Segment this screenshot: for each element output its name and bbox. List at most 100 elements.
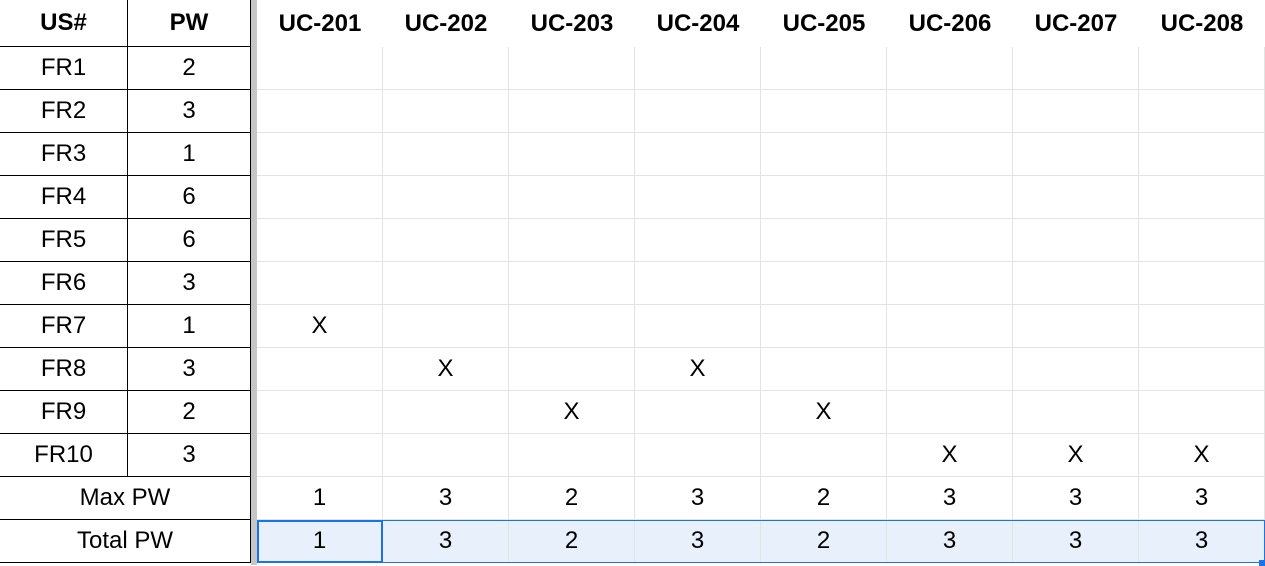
trace-mark-cell[interactable] bbox=[1013, 133, 1139, 176]
trace-mark-cell[interactable] bbox=[509, 348, 635, 391]
trace-mark-cell[interactable] bbox=[761, 176, 887, 219]
trace-mark-cell[interactable] bbox=[887, 90, 1013, 133]
requirement-id-cell[interactable]: FR5 bbox=[0, 219, 128, 262]
trace-mark-cell[interactable] bbox=[509, 305, 635, 348]
trace-mark-cell[interactable] bbox=[761, 348, 887, 391]
trace-mark-cell[interactable] bbox=[383, 133, 509, 176]
summary-value-cell[interactable]: 3 bbox=[1139, 477, 1265, 520]
priority-weight-cell[interactable]: 6 bbox=[128, 176, 251, 219]
trace-mark-cell[interactable] bbox=[1013, 90, 1139, 133]
summary-value-cell[interactable]: 1 bbox=[257, 477, 383, 520]
priority-weight-cell[interactable]: 3 bbox=[128, 90, 251, 133]
trace-mark-cell[interactable]: X bbox=[887, 434, 1013, 477]
trace-mark-cell[interactable] bbox=[887, 47, 1013, 90]
priority-weight-cell[interactable]: 1 bbox=[128, 305, 251, 348]
requirement-id-cell[interactable]: FR8 bbox=[0, 348, 128, 391]
trace-mark-cell[interactable] bbox=[635, 133, 761, 176]
header-pw-cell[interactable]: PW bbox=[128, 0, 251, 47]
summary-value-cell[interactable]: 2 bbox=[509, 520, 635, 563]
trace-mark-cell[interactable] bbox=[257, 219, 383, 262]
header-col-uc-204[interactable]: UC-204 bbox=[656, 9, 740, 37]
trace-mark-cell[interactable] bbox=[887, 133, 1013, 176]
summary-value-cell[interactable]: 3 bbox=[383, 520, 509, 563]
trace-mark-cell[interactable] bbox=[887, 348, 1013, 391]
trace-mark-cell[interactable] bbox=[383, 176, 509, 219]
trace-mark-cell[interactable] bbox=[257, 434, 383, 477]
trace-mark-cell[interactable] bbox=[383, 90, 509, 133]
trace-mark-cell[interactable] bbox=[257, 90, 383, 133]
trace-mark-cell[interactable]: X bbox=[761, 391, 887, 434]
summary-value-cell[interactable]: 3 bbox=[1013, 520, 1139, 563]
trace-mark-cell[interactable] bbox=[887, 219, 1013, 262]
trace-mark-cell[interactable] bbox=[761, 219, 887, 262]
header-col-uc-201[interactable]: UC-201 bbox=[278, 9, 362, 37]
header-col-uc-203[interactable]: UC-203 bbox=[530, 9, 614, 37]
header-col-uc-205[interactable]: UC-205 bbox=[782, 9, 866, 37]
summary-value-cell[interactable]: 3 bbox=[635, 477, 761, 520]
trace-mark-cell[interactable] bbox=[1139, 305, 1265, 348]
summary-label-total-pw[interactable]: Total PW bbox=[0, 520, 251, 563]
trace-mark-cell[interactable] bbox=[257, 47, 383, 90]
trace-mark-cell[interactable] bbox=[1139, 348, 1265, 391]
summary-value-cell[interactable]: 3 bbox=[1013, 477, 1139, 520]
trace-mark-cell[interactable] bbox=[635, 90, 761, 133]
trace-mark-cell[interactable]: X bbox=[1139, 434, 1265, 477]
trace-mark-cell[interactable]: X bbox=[257, 305, 383, 348]
trace-mark-cell[interactable] bbox=[1139, 90, 1265, 133]
trace-mark-cell[interactable] bbox=[509, 219, 635, 262]
trace-mark-cell[interactable] bbox=[257, 133, 383, 176]
trace-mark-cell[interactable] bbox=[509, 176, 635, 219]
priority-weight-cell[interactable]: 2 bbox=[128, 47, 251, 90]
trace-mark-cell[interactable] bbox=[761, 434, 887, 477]
trace-mark-cell[interactable] bbox=[887, 262, 1013, 305]
trace-mark-cell[interactable] bbox=[1139, 176, 1265, 219]
trace-mark-cell[interactable] bbox=[383, 434, 509, 477]
trace-mark-cell[interactable] bbox=[509, 47, 635, 90]
trace-mark-cell[interactable] bbox=[1013, 219, 1139, 262]
summary-value-cell[interactable]: 2 bbox=[761, 477, 887, 520]
requirement-id-cell[interactable]: FR7 bbox=[0, 305, 128, 348]
trace-mark-cell[interactable] bbox=[1139, 391, 1265, 434]
requirement-id-cell[interactable]: FR3 bbox=[0, 133, 128, 176]
trace-mark-cell[interactable] bbox=[761, 90, 887, 133]
trace-mark-cell[interactable] bbox=[1013, 348, 1139, 391]
requirement-id-cell[interactable]: FR10 bbox=[0, 434, 128, 477]
priority-weight-cell[interactable]: 2 bbox=[128, 391, 251, 434]
trace-mark-cell[interactable] bbox=[509, 90, 635, 133]
priority-weight-cell[interactable]: 3 bbox=[128, 348, 251, 391]
trace-mark-cell[interactable] bbox=[257, 348, 383, 391]
trace-mark-cell[interactable] bbox=[383, 47, 509, 90]
priority-weight-cell[interactable]: 3 bbox=[128, 434, 251, 477]
summary-value-cell[interactable]: 2 bbox=[761, 520, 887, 563]
trace-mark-cell[interactable] bbox=[635, 176, 761, 219]
trace-mark-cell[interactable] bbox=[635, 262, 761, 305]
fill-handle[interactable] bbox=[1259, 560, 1265, 566]
summary-value-cell[interactable]: 3 bbox=[635, 520, 761, 563]
summary-value-cell[interactable]: 1 bbox=[257, 520, 383, 563]
trace-mark-cell[interactable] bbox=[887, 391, 1013, 434]
priority-weight-cell[interactable]: 1 bbox=[128, 133, 251, 176]
priority-weight-cell[interactable]: 6 bbox=[128, 219, 251, 262]
requirement-id-cell[interactable]: FR2 bbox=[0, 90, 128, 133]
priority-weight-cell[interactable]: 3 bbox=[128, 262, 251, 305]
requirement-id-cell[interactable]: FR1 bbox=[0, 47, 128, 90]
header-col-uc-206[interactable]: UC-206 bbox=[908, 9, 992, 37]
trace-mark-cell[interactable] bbox=[257, 176, 383, 219]
header-col-uc-208[interactable]: UC-208 bbox=[1160, 9, 1244, 37]
trace-mark-cell[interactable] bbox=[1013, 391, 1139, 434]
trace-mark-cell[interactable] bbox=[635, 305, 761, 348]
trace-mark-cell[interactable] bbox=[509, 133, 635, 176]
trace-mark-cell[interactable] bbox=[1139, 219, 1265, 262]
trace-mark-cell[interactable] bbox=[635, 219, 761, 262]
summary-label-max-pw[interactable]: Max PW bbox=[0, 477, 251, 520]
trace-mark-cell[interactable] bbox=[1013, 176, 1139, 219]
trace-mark-cell[interactable] bbox=[509, 262, 635, 305]
trace-mark-cell[interactable] bbox=[509, 434, 635, 477]
trace-mark-cell[interactable] bbox=[257, 391, 383, 434]
trace-mark-cell[interactable] bbox=[257, 262, 383, 305]
summary-value-cell[interactable]: 3 bbox=[887, 520, 1013, 563]
trace-mark-cell[interactable]: X bbox=[635, 348, 761, 391]
requirement-id-cell[interactable]: FR4 bbox=[0, 176, 128, 219]
header-col-uc-202[interactable]: UC-202 bbox=[404, 9, 488, 37]
trace-mark-cell[interactable] bbox=[383, 305, 509, 348]
